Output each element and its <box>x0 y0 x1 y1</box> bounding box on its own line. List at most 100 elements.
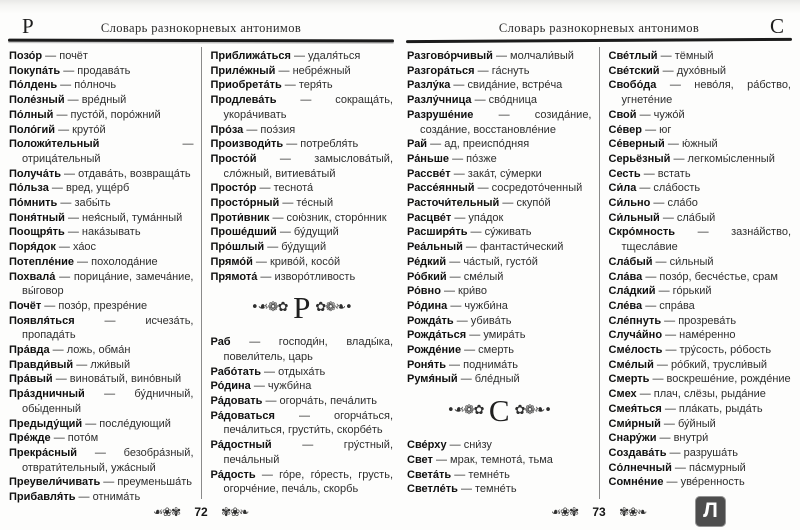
floral-ornament-icon: ✾❀❧ <box>619 504 647 519</box>
headword: По́мнить <box>9 197 58 210</box>
floral-ornament-icon: ✾❀❧ <box>221 504 249 519</box>
dictionary-entry: Проти́вник — сою́зник, сторо́нник <box>210 211 387 224</box>
dictionary-entry: Поня́тный — нея́сный, тума́нный <box>9 211 183 224</box>
headword: Расцве́т <box>407 211 452 224</box>
dictionary-entry: Получа́ть — отдава́ть, возвраща́ть <box>9 167 191 180</box>
headword: Се́верный <box>608 138 665 151</box>
dictionary-entry: Про́за — поэ́зия <box>210 123 296 136</box>
dictionary-entry: По́льза — вред, уще́рб <box>9 182 130 195</box>
page-header: Р Словарь разнокорневых антонимов <box>7 0 395 45</box>
headword: Разруше́ние <box>407 108 474 121</box>
headword: Скро́мность <box>608 226 676 239</box>
headword: По́лный <box>9 108 54 121</box>
headword: Ро́бкий <box>407 270 447 283</box>
dictionary-entry: Разлу́ка — свида́ние, встре́ча <box>407 79 563 92</box>
dictionary-entry: Просто́р — теснота́ <box>210 182 314 195</box>
text-column: Разгово́рчивый — молчали́вый Разгора́ться… <box>407 45 599 503</box>
headword: Покупа́ть <box>9 64 61 77</box>
dictionary-entry: Пра́здничный — бу́дничный, обы́денный <box>9 388 194 415</box>
headword: Создава́ть <box>608 446 667 459</box>
dictionary-entry: Свобо́да — нево́ля, ра́бство, угнете́ние <box>608 79 792 107</box>
dictionary-entry: Поря́док — ха́ос <box>9 241 97 254</box>
headword: Серьёзный <box>608 152 671 165</box>
running-title: Словарь разнокорневых антонимов <box>498 21 700 35</box>
dictionary-entry: Смех — плач, слёзы, рыда́ние <box>608 388 766 401</box>
page-footer: ✾❀❧ 72 ✾❀❧ <box>8 503 394 521</box>
text-column: Све́тлый — тёмный Све́тский — духо́вный Св… <box>600 45 792 503</box>
headword: Приобрета́ть <box>210 79 282 92</box>
headword: Проти́вник <box>210 211 270 224</box>
headword: Свет <box>407 453 433 466</box>
headword: Приближа́ться <box>210 50 291 62</box>
headword: Расширя́ть <box>407 226 468 239</box>
dictionary-entry: Ро́дина — чужби́на <box>210 380 312 393</box>
headword: Рожда́ть <box>407 314 454 327</box>
dictionary-entry: Рожда́ть — убива́ть <box>407 314 512 327</box>
dictionary-entry: Смерть — воскреше́ние, рожде́ние <box>608 373 791 386</box>
headword: Проше́дший <box>210 226 277 239</box>
headword: Сла́бый <box>608 255 653 268</box>
dictionary-entry: Свет — мрак, темнота́, тьма <box>407 453 553 466</box>
headword: Приле́жный <box>210 64 276 77</box>
dictionary-entry: Светле́ть — темне́ть <box>407 483 517 496</box>
dictionary-entry: Ро́дина — чужби́на <box>407 299 508 312</box>
headword: Почёт <box>9 299 42 312</box>
headword: Раб <box>210 336 231 349</box>
dictionary-entry: Прямо́й — криво́й, косо́й <box>210 255 341 268</box>
dictionary-entry: Ра́дость — го́ре, го́ресть, грусть, огор… <box>210 468 394 496</box>
floral-ornament-icon: ✾❀❧ <box>551 504 579 519</box>
dictionary-entry: Со́лнечный — па́смурный <box>608 461 746 474</box>
dictionary-entry: Раб — господи́н, влады́ка, повели́тель, … <box>210 336 394 363</box>
guide-letter: С <box>769 14 784 38</box>
headword: Ро́вно <box>407 285 441 298</box>
dictionary-entry: Рожда́ться — умира́ть <box>407 329 526 342</box>
headword: Рай <box>407 138 428 151</box>
dictionary-entry: Све́тлый — тёмный <box>608 50 714 62</box>
dictionary-entry: Про́шлый — бу́дущий <box>210 241 327 254</box>
dictionary-entry: Просто́рный — те́сный <box>210 197 334 210</box>
section-heading: ✿❁❧• С ✿❁❧• <box>407 395 592 431</box>
dictionary-entry: Ра́довать — огорча́ть, печа́лить <box>210 395 378 408</box>
dictionary-entry: Све́рху — сни́зу <box>407 439 492 452</box>
floral-ornament-icon: ✾❀❧ <box>153 504 181 519</box>
dictionary-entry: Поле́зный — вре́дный <box>9 94 127 107</box>
headword: Просто́р <box>210 182 257 195</box>
headword: Просто́рный <box>210 197 280 210</box>
page-header: Словарь разнокорневых антонимов С <box>405 0 793 45</box>
dictionary-entry: Приле́жный — небре́жный <box>210 64 351 77</box>
headword: Предыду́щий <box>9 417 83 430</box>
text-columns: Позо́р — почёт Покупа́ть — продава́ть По́л… <box>8 45 394 503</box>
running-title: Словарь разнокорневых антонимов <box>100 21 302 35</box>
headword: Свобо́да <box>608 79 657 92</box>
page-72: Р Словарь разнокорневых антонимов Позо́р… <box>7 0 395 530</box>
dictionary-entry: По́лный — пусто́й, поро́жний <box>9 108 161 121</box>
headword: Разлу́чница <box>407 94 472 107</box>
dictionary-entry: Ра́достный — гру́стный, печа́льный <box>210 439 394 466</box>
headword: Прекра́сный <box>9 446 78 459</box>
headword: Сме́лость <box>608 344 663 357</box>
headword: Позо́р <box>9 50 43 62</box>
headword: Сле́пнуть <box>608 314 662 327</box>
dictionary-entry: Сомне́ние — уве́ренность <box>608 476 745 489</box>
floral-ornament-icon: ✿❁❧• <box>514 403 552 419</box>
headword: Све́тский <box>608 64 660 77</box>
headword: Пре́жде <box>9 432 51 445</box>
dictionary-entry: Сла́дкий — го́рький <box>608 285 712 298</box>
dictionary-entry: Роня́ть — поднима́ть <box>407 358 519 371</box>
headword: Светле́ть <box>407 483 458 496</box>
headword: По́лдень <box>9 79 58 92</box>
headword: Случа́йно <box>608 329 663 342</box>
headword: Ра́доваться <box>210 409 275 422</box>
dictionary-entry: Поощря́ть — нака́зывать <box>9 226 141 239</box>
dictionary-entry: Сме́лый — ро́бкий, трусли́вый <box>608 358 768 371</box>
headword: Сомне́ние <box>608 476 664 489</box>
text-column: Позо́р — почёт Покупа́ть — продава́ть По́л… <box>9 45 201 503</box>
dictionary-entry: Скро́мность — зазна́йство, тщесла́вие <box>608 226 792 254</box>
page-number: 72 <box>194 505 208 519</box>
dictionary-entry: Прямота́ — изворо́тливость <box>210 270 356 283</box>
dictionary-entry: Пре́жде — пото́м <box>9 432 99 445</box>
headword: Рабо́тать <box>210 365 261 378</box>
dictionary-entry: Рожде́ние — смерть <box>407 344 514 357</box>
headword: Смерть <box>608 373 650 386</box>
headword: Прибавля́ть <box>9 491 76 503</box>
